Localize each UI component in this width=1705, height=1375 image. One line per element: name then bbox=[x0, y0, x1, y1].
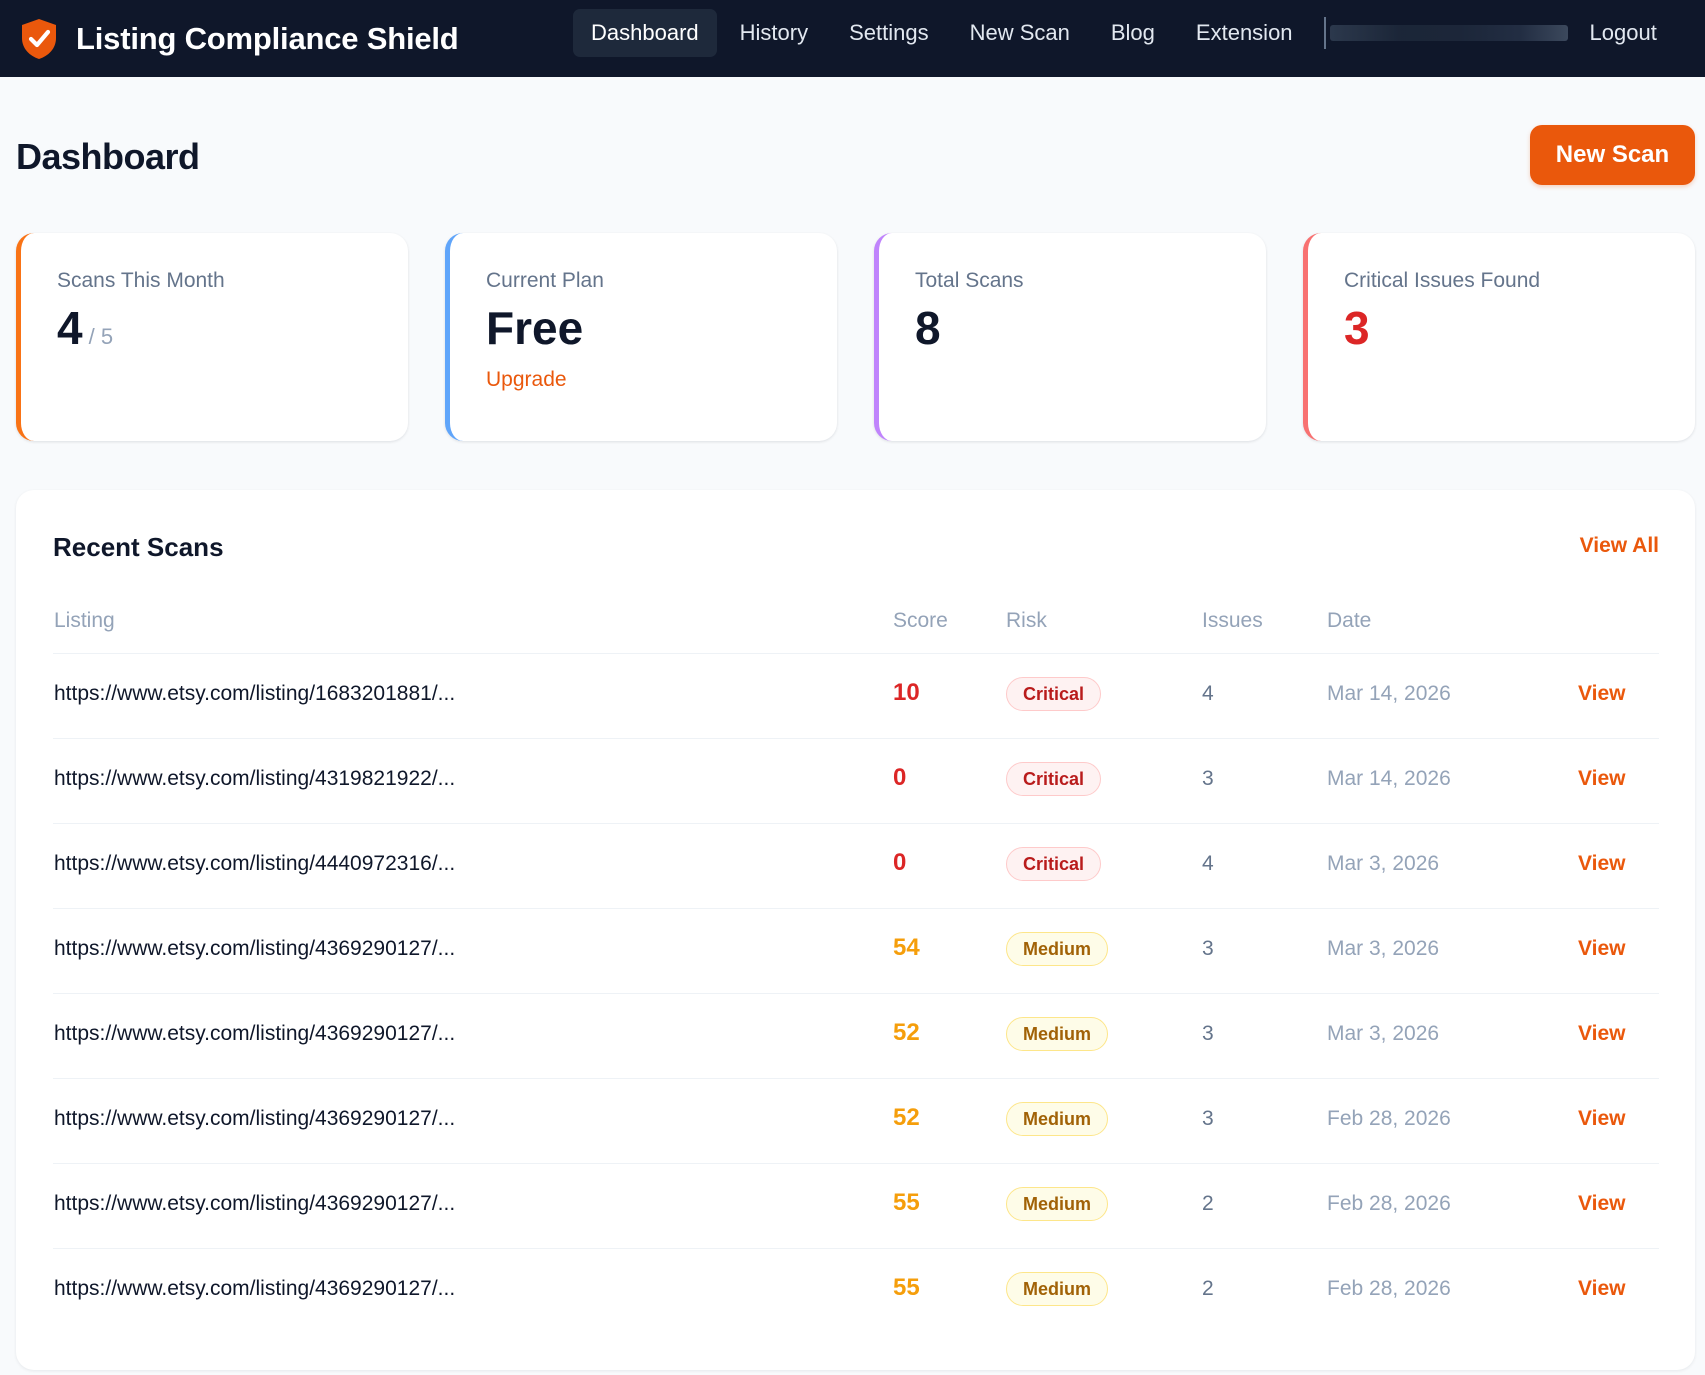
listing-url[interactable]: https://www.etsy.com/listing/4319821922/… bbox=[54, 767, 456, 790]
nav-divider bbox=[1323, 17, 1326, 49]
stat-value: 8 bbox=[915, 302, 941, 354]
view-all-link[interactable]: View All bbox=[1579, 534, 1659, 557]
listing-url[interactable]: https://www.etsy.com/listing/4369290127/… bbox=[54, 1277, 456, 1300]
listing-url[interactable]: https://www.etsy.com/listing/4369290127/… bbox=[54, 1022, 456, 1045]
upgrade-link[interactable]: Upgrade bbox=[486, 367, 567, 391]
main-nav: Dashboard History Settings New Scan Blog… bbox=[573, 9, 1657, 57]
col-listing: Listing bbox=[54, 609, 115, 632]
issues-count: 4 bbox=[1202, 682, 1214, 705]
table-row: https://www.etsy.com/listing/4369290127/… bbox=[53, 1164, 1659, 1249]
risk-badge: Medium bbox=[1006, 1272, 1109, 1306]
col-date: Date bbox=[1327, 609, 1372, 632]
scan-date: Feb 28, 2026 bbox=[1327, 1192, 1451, 1215]
scan-date: Mar 3, 2026 bbox=[1327, 1022, 1440, 1045]
stat-label: Current Plan bbox=[486, 269, 604, 292]
issues-count: 3 bbox=[1202, 937, 1214, 960]
risk-badge: Medium bbox=[1006, 1017, 1109, 1051]
nav-extension[interactable]: Extension bbox=[1195, 20, 1293, 45]
score-value: 55 bbox=[893, 1189, 920, 1216]
issues-count: 3 bbox=[1202, 767, 1214, 790]
view-scan-link[interactable]: View bbox=[1578, 682, 1626, 705]
score-value: 0 bbox=[893, 764, 907, 791]
top-navbar: Listing Compliance Shield Dashboard Hist… bbox=[0, 0, 1705, 77]
risk-badge: Critical bbox=[1006, 762, 1102, 796]
listing-url[interactable]: https://www.etsy.com/listing/4369290127/… bbox=[54, 1192, 456, 1215]
scan-date: Mar 14, 2026 bbox=[1327, 767, 1451, 790]
score-value: 10 bbox=[893, 679, 920, 706]
stat-card-current-plan: Current Plan Free Upgrade bbox=[445, 233, 837, 441]
stat-card-scans-month: Scans This Month 4/ 5 bbox=[16, 233, 408, 441]
scan-date: Feb 28, 2026 bbox=[1327, 1107, 1451, 1130]
app-title: Listing Compliance Shield bbox=[76, 20, 459, 56]
issues-count: 3 bbox=[1202, 1107, 1214, 1130]
logout-link[interactable]: Logout bbox=[1589, 20, 1657, 45]
stat-card-critical-issues: Critical Issues Found 3 bbox=[1303, 233, 1695, 441]
issues-count: 2 bbox=[1202, 1192, 1214, 1215]
table-row: https://www.etsy.com/listing/4369290127/… bbox=[53, 1249, 1659, 1334]
table-row: https://www.etsy.com/listing/1683201881/… bbox=[53, 654, 1659, 739]
table-row: https://www.etsy.com/listing/4319821922/… bbox=[53, 739, 1659, 824]
col-issues: Issues bbox=[1202, 609, 1263, 632]
stat-value: 3 bbox=[1344, 302, 1370, 354]
nav-history[interactable]: History bbox=[739, 20, 809, 45]
stat-card-total-scans: Total Scans 8 bbox=[874, 233, 1266, 441]
listing-url[interactable]: https://www.etsy.com/listing/1683201881/… bbox=[54, 682, 456, 705]
scan-date: Feb 28, 2026 bbox=[1327, 1277, 1451, 1300]
col-risk: Risk bbox=[1006, 609, 1047, 632]
recent-scans-panel: Recent Scans View All Listing Score Risk… bbox=[16, 490, 1695, 1370]
shield-check-icon bbox=[18, 17, 60, 61]
risk-badge: Critical bbox=[1006, 847, 1102, 881]
scans-limit: / 5 bbox=[88, 324, 114, 349]
table-row: https://www.etsy.com/listing/4440972316/… bbox=[53, 824, 1659, 909]
table-row: https://www.etsy.com/listing/4369290127/… bbox=[53, 994, 1659, 1079]
risk-badge: Medium bbox=[1006, 932, 1109, 966]
score-value: 54 bbox=[893, 934, 920, 961]
view-scan-link[interactable]: View bbox=[1578, 1277, 1626, 1300]
nav-blog[interactable]: Blog bbox=[1110, 20, 1155, 45]
risk-badge: Medium bbox=[1006, 1102, 1109, 1136]
score-value: 52 bbox=[893, 1019, 920, 1046]
view-scan-link[interactable]: View bbox=[1578, 1107, 1626, 1130]
stat-label: Total Scans bbox=[915, 269, 1024, 292]
view-scan-link[interactable]: View bbox=[1578, 937, 1626, 960]
score-value: 0 bbox=[893, 849, 907, 876]
stat-value: 4/ 5 bbox=[57, 303, 408, 354]
view-scan-link[interactable]: View bbox=[1578, 767, 1626, 790]
issues-count: 4 bbox=[1202, 852, 1214, 875]
scans-used: 4 bbox=[57, 302, 83, 354]
brand[interactable]: Listing Compliance Shield bbox=[18, 17, 459, 61]
user-email-redacted bbox=[1329, 25, 1568, 41]
col-score: Score bbox=[893, 609, 948, 632]
nav-dashboard[interactable]: Dashboard bbox=[573, 9, 717, 57]
stat-value: Free bbox=[486, 302, 584, 354]
scan-date: Mar 3, 2026 bbox=[1327, 852, 1440, 875]
view-scan-link[interactable]: View bbox=[1578, 1022, 1626, 1045]
page-title: Dashboard bbox=[16, 136, 200, 177]
view-scan-link[interactable]: View bbox=[1578, 1192, 1626, 1215]
listing-url[interactable]: https://www.etsy.com/listing/4369290127/… bbox=[54, 937, 456, 960]
view-scan-link[interactable]: View bbox=[1578, 852, 1626, 875]
issues-count: 3 bbox=[1202, 1022, 1214, 1045]
risk-badge: Critical bbox=[1006, 677, 1102, 711]
score-value: 55 bbox=[893, 1274, 920, 1301]
table-row: https://www.etsy.com/listing/4369290127/… bbox=[53, 1079, 1659, 1164]
risk-badge: Medium bbox=[1006, 1187, 1109, 1221]
recent-scans-title: Recent Scans bbox=[53, 532, 224, 562]
stat-label: Scans This Month bbox=[57, 269, 225, 292]
scan-date: Mar 14, 2026 bbox=[1327, 682, 1451, 705]
table-header: Listing Score Risk Issues Date bbox=[53, 590, 1659, 654]
listing-url[interactable]: https://www.etsy.com/listing/4369290127/… bbox=[54, 1107, 456, 1130]
stat-label: Critical Issues Found bbox=[1344, 269, 1541, 292]
listing-url[interactable]: https://www.etsy.com/listing/4440972316/… bbox=[54, 852, 456, 875]
nav-settings[interactable]: Settings bbox=[849, 20, 929, 45]
scan-date: Mar 3, 2026 bbox=[1327, 937, 1440, 960]
score-value: 52 bbox=[893, 1104, 920, 1131]
scans-table-body: https://www.etsy.com/listing/1683201881/… bbox=[53, 654, 1659, 1334]
table-row: https://www.etsy.com/listing/4369290127/… bbox=[53, 909, 1659, 994]
new-scan-button[interactable]: New Scan bbox=[1530, 125, 1695, 185]
issues-count: 2 bbox=[1202, 1277, 1214, 1300]
nav-new-scan[interactable]: New Scan bbox=[969, 20, 1070, 45]
